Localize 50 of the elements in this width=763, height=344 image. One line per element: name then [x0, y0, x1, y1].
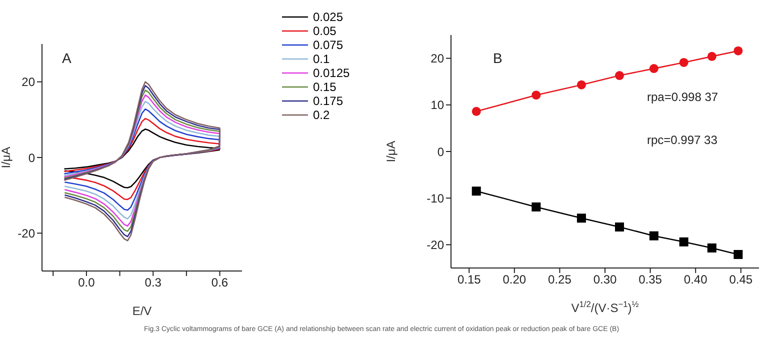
x-tick-label: 0.40	[684, 272, 708, 287]
point	[472, 106, 481, 116]
legend-label: 0.175	[313, 94, 344, 108]
y-tick-label: 10	[430, 98, 444, 112]
point	[679, 237, 688, 246]
point	[734, 250, 743, 259]
y-tick-label: -20	[18, 226, 36, 240]
y-tick-label: 20	[22, 75, 36, 90]
point	[649, 231, 658, 240]
legend-label: 0.1	[313, 52, 330, 66]
x-tick-label: 0.0	[78, 276, 96, 290]
point	[532, 202, 541, 212]
x-tick-label: 0.3	[144, 276, 162, 290]
x-tick-label: 0.6	[211, 276, 228, 290]
y-tick-label: -20	[426, 238, 444, 252]
x-axis-title: V$^{1/2}$/(V·S$^{−1}$)$^{½}$	[571, 299, 639, 315]
point	[576, 214, 586, 223]
text: B	[493, 50, 502, 66]
legend-label: 0.025	[313, 10, 344, 24]
y-tick-label: 20	[430, 52, 444, 66]
point	[734, 46, 743, 56]
x-tick-label: 0.20	[502, 272, 526, 287]
x-tick-label: 0.30	[593, 272, 617, 287]
annotation: rpa=0.998 37	[647, 90, 718, 104]
y-tick-label: 0	[437, 144, 444, 159]
y-axis-title: I/μA	[384, 140, 398, 162]
point	[576, 80, 586, 90]
point	[472, 186, 481, 196]
x-tick-label: 0.25	[548, 272, 572, 287]
point	[707, 243, 716, 252]
point	[707, 52, 716, 61]
annotation: rpc=0.997 33	[647, 133, 718, 147]
legend-label: 0.2	[313, 108, 330, 122]
point	[649, 64, 658, 74]
x-axis-title: E/V	[132, 304, 152, 318]
y-tick-label: -10	[426, 191, 444, 206]
y-axis-title: I/μA	[0, 146, 13, 168]
legend-label: 0.075	[313, 38, 344, 52]
point	[679, 58, 688, 67]
legend-label: 0.0125	[313, 66, 350, 80]
x-tick-label: 0.45	[729, 272, 753, 287]
legend-label: 0.05	[313, 24, 336, 38]
point	[614, 222, 624, 232]
point	[532, 90, 541, 100]
point	[614, 71, 624, 80]
y-tick-label: 0	[28, 150, 36, 165]
x-tick-label: 0.35	[638, 272, 662, 287]
legend-label: 0.15	[313, 80, 336, 94]
x-tick-label: 0.15	[457, 272, 482, 287]
chart-title: A	[62, 50, 72, 66]
